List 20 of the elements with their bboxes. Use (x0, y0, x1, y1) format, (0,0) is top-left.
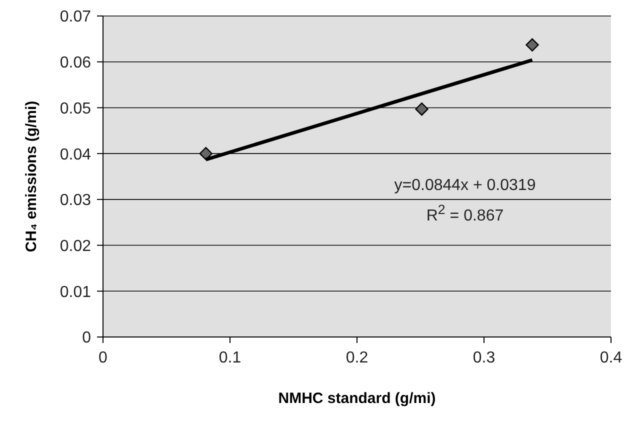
y-tick-label: 0.07 (60, 8, 92, 26)
x-tick-label: 0.4 (600, 349, 622, 366)
x-tick-label: 0 (98, 349, 108, 366)
x-tick-label: 0.2 (346, 349, 368, 366)
y-axis-title: CH₄ emissions (g/mi) (23, 100, 40, 252)
y-tick-label: 0.05 (60, 100, 92, 118)
x-tick-label: 0.3 (472, 349, 496, 366)
y-tick-label: 0.06 (60, 54, 92, 72)
y-tick-label: 0 (82, 330, 92, 347)
y-tick-label: 0.01 (60, 284, 92, 301)
point (415, 102, 428, 116)
point (526, 38, 539, 52)
annotation: R$^{2}$ = 0.867 (425, 201, 505, 226)
x-axis-title: NMHC standard (g/mi) (278, 390, 436, 407)
x-tick-label: 0.1 (218, 349, 242, 366)
point (199, 146, 212, 160)
y-tick-label: 0.03 (60, 192, 92, 210)
annotation: y=0.0844x + 0.0319 (393, 176, 537, 196)
y-tick-label: 0.02 (60, 238, 92, 255)
y-tick-label: 0.04 (60, 146, 92, 164)
